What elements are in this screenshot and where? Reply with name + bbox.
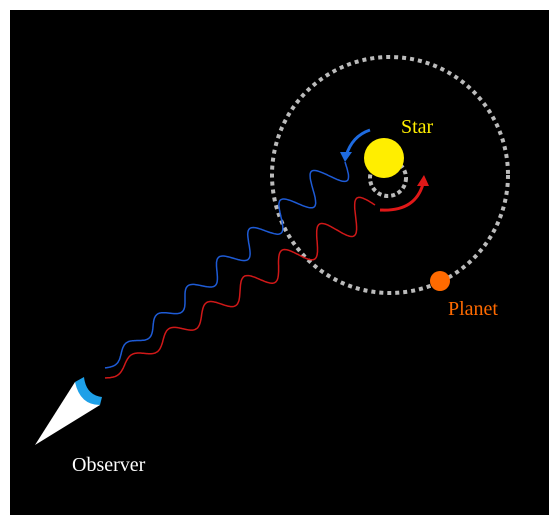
planet bbox=[430, 271, 450, 291]
red-arrowhead bbox=[417, 175, 429, 186]
background bbox=[10, 10, 549, 515]
observer-label: Observer bbox=[72, 454, 146, 476]
planet-label: Planet bbox=[448, 298, 498, 320]
blue-arrowhead bbox=[340, 152, 352, 162]
planet-orbit bbox=[270, 55, 510, 295]
red-arrow bbox=[379, 183, 425, 212]
red-wave bbox=[104, 196, 376, 379]
telescope-lens bbox=[75, 377, 102, 405]
blue-wave bbox=[104, 161, 350, 369]
star-label: Star bbox=[401, 116, 434, 138]
star bbox=[364, 138, 404, 178]
